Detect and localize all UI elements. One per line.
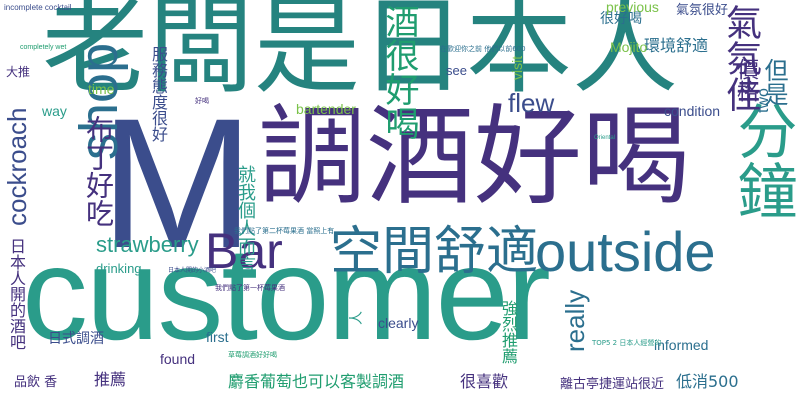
- word-tiaojiu-haohe: 調酒好喝: [258, 95, 691, 220]
- word-fuwu-taidu: 服務態度很好: [149, 46, 168, 142]
- word-women-dian: 我們點了第二杯莓果酒 當照上有: [234, 227, 335, 235]
- word-cockroach: cockroach: [2, 107, 32, 227]
- word-diqiao-500: 低消500: [676, 372, 739, 391]
- word-drinking: drinking: [96, 261, 142, 276]
- word-way: way: [42, 103, 67, 119]
- word-fenzhong: 分鐘: [727, 100, 797, 220]
- word-huanjing-shushi: 環境舒適: [644, 36, 709, 55]
- word-women-tui: 我們點了第一杯莓果酒: [215, 284, 285, 292]
- word-pinyin-xiang: 品飲 香: [14, 375, 58, 390]
- word-really: really: [560, 289, 590, 352]
- word-jiage: 價格: [733, 58, 758, 102]
- word-qianglie-tuijian: 強烈推薦: [499, 300, 518, 364]
- word-found: found: [160, 351, 196, 367]
- word-buding-haochi: 布丁好吃: [82, 115, 115, 227]
- word-kongjian-shushi: 空間舒適: [330, 222, 539, 282]
- word-previous: previous: [606, 0, 659, 15]
- word-tai-bu-shi: 在歡迎你之前 他們以前600: [440, 45, 526, 53]
- word-haohe-small: 好喝: [195, 97, 209, 105]
- word-ribenren-jiuba2: 日本人開的小酒吧: [168, 267, 217, 274]
- word-mojito: Mojito: [610, 39, 648, 55]
- word-li-guting: 離古亭捷運站很近: [560, 377, 665, 392]
- word-first: first: [206, 329, 229, 345]
- word-informed: informed: [654, 337, 709, 353]
- word-time: time: [88, 81, 115, 97]
- word-riben-ren-jiuba: 日本人開的酒吧: [7, 238, 26, 350]
- word-danshi: 但是: [760, 58, 788, 106]
- word-jiu-wo-geren: 就我個人而言: [235, 165, 256, 273]
- word-see: see: [446, 63, 467, 78]
- word-laoban-ribenren: 老闆是日本人: [42, 0, 678, 108]
- word-strawberry: strawberry: [96, 232, 199, 257]
- word-completely-wet: completely wet: [20, 44, 67, 51]
- word-clearly: clearly: [378, 315, 419, 331]
- word-flew: flew: [508, 88, 555, 118]
- word-visit: visit: [509, 55, 525, 80]
- word-incomplete-cocktail: incomplete cocktail: [4, 3, 72, 12]
- word-tuijian: 推薦: [94, 370, 127, 389]
- word-qifen-henhao: 氣氛很好: [676, 3, 729, 18]
- word-m: M: [100, 81, 255, 287]
- word-jiu-henhaohe: 酒很好喝: [379, 4, 419, 140]
- word-hen-xihuan: 很喜歡: [460, 372, 509, 391]
- word-condition: condition: [664, 103, 721, 119]
- word-customer: customer: [22, 220, 551, 367]
- word-qifen-jia: 氣氛佳: [720, 4, 761, 112]
- word-dada-tui: 大推: [6, 65, 31, 79]
- word-bartender: bartender: [296, 101, 356, 117]
- word-jiaxiang-putao: 麝香葡萄也可以客製調酒: [228, 372, 405, 391]
- word-bar: Bar: [205, 223, 283, 279]
- word-oriental: Oriental: [594, 135, 616, 141]
- word-strawberry-drink: 草莓調酒好好喝: [228, 351, 277, 359]
- word-two: two: [755, 88, 772, 113]
- word-rishi-tiaojiu: 日式調酒: [48, 331, 104, 347]
- word-outside: outside: [535, 220, 716, 283]
- word-tai-xiao: TOP5 2 日本人經營的: [592, 339, 662, 347]
- word-drinking-v: 人: [349, 311, 365, 325]
- word-hen-haohe: 很好喝: [600, 11, 642, 27]
